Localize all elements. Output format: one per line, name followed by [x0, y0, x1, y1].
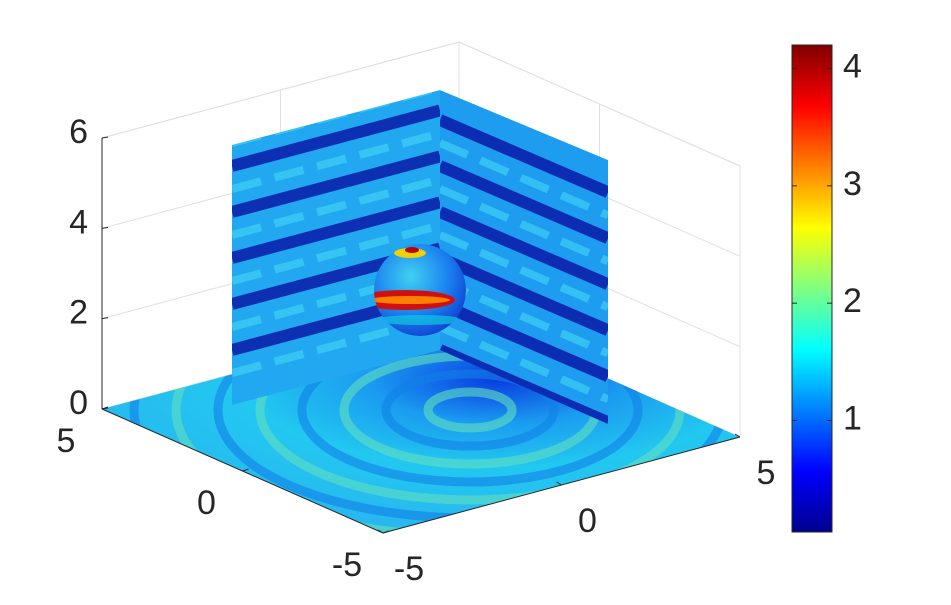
floor-ring	[129, 313, 740, 533]
colorbar-axis: 1 2 3 4	[792, 47, 862, 438]
colorbar-tick-label: 1	[843, 400, 862, 438]
sphere-slice	[374, 244, 466, 336]
slice-stripe	[440, 298, 608, 382]
y-tick-label: -5	[332, 546, 362, 584]
floor-ring	[381, 369, 559, 451]
tick-mark	[382, 530, 390, 534]
tick-mark	[242, 468, 249, 472]
slice-highlight	[440, 231, 608, 311]
tick-mark	[734, 433, 741, 438]
tick-mark	[101, 136, 109, 139]
slice-stripe	[440, 206, 608, 290]
y-tick-label: 0	[197, 484, 216, 522]
z-tick-label: 6	[69, 113, 88, 151]
tick-mark	[101, 317, 109, 320]
colorbar-tick-label: 3	[843, 165, 862, 203]
slice-stripe	[440, 344, 608, 424]
tick-mark	[101, 226, 109, 229]
x-tick-label: 0	[578, 502, 597, 540]
x-tick-label: 5	[757, 454, 776, 492]
slice-stripe	[440, 160, 608, 244]
slice-stripe	[232, 196, 440, 264]
tick-mark	[556, 481, 562, 486]
floor-ring	[171, 313, 740, 533]
slice-highlight	[232, 175, 440, 239]
slice-highlight	[232, 221, 440, 285]
slice-highlight	[440, 139, 608, 219]
tick-mark	[101, 406, 109, 410]
slice-stripe	[440, 114, 608, 198]
colorbar-tick-label: 2	[843, 282, 862, 320]
colorbar-tick-label: 4	[843, 47, 862, 85]
slice-plane	[232, 90, 440, 405]
slice-stripe	[440, 252, 608, 336]
slice-highlight	[232, 129, 440, 193]
slice-stripe	[232, 150, 440, 218]
floor-ring	[423, 387, 517, 433]
slice-highlight	[440, 185, 608, 265]
slice-highlight	[440, 323, 608, 403]
z-tick-label: 0	[69, 384, 88, 422]
slice-stripe	[232, 104, 440, 172]
y-tick-label: 5	[57, 422, 76, 460]
colorbar	[791, 44, 833, 533]
slice-highlight	[440, 277, 608, 357]
z-tick-label: 4	[69, 203, 88, 241]
z-tick-label: 2	[69, 294, 88, 332]
tick-mark	[377, 529, 384, 534]
x-tick-label: -5	[394, 550, 424, 588]
